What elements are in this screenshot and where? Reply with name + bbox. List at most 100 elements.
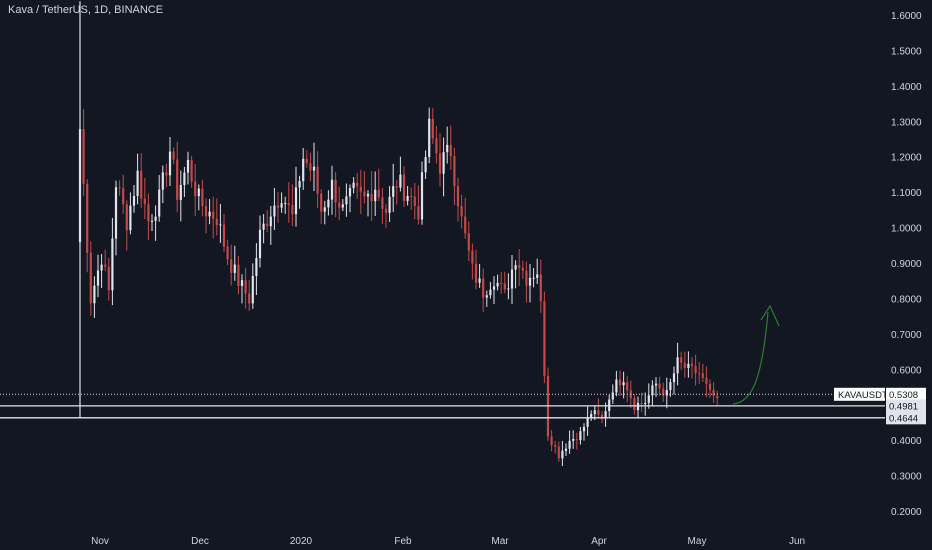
chart-title: Kava / TetherUS, 1D, BINANCE [8, 4, 164, 16]
candle-body [428, 118, 431, 157]
candle-body [219, 224, 222, 226]
candle-body [410, 195, 413, 197]
candle-body [564, 448, 568, 451]
candle-body [168, 151, 172, 176]
candle-body [406, 195, 409, 201]
last-price-tag-bg [886, 387, 926, 401]
candle-body [708, 383, 712, 390]
candle-body [370, 193, 373, 202]
candle-body [111, 238, 114, 291]
candle-body [478, 278, 481, 283]
candle-body [352, 182, 355, 189]
y-tick-label: 1.1000 [891, 188, 922, 199]
candle-body [521, 267, 524, 271]
candle-body [518, 265, 521, 268]
candle-body [626, 382, 629, 391]
candle-body [114, 187, 118, 239]
candle-body [334, 179, 337, 203]
candle-body [248, 293, 251, 304]
y-tick-label: 1.2000 [891, 153, 922, 164]
candle-body [186, 159, 190, 173]
candle-body [338, 202, 341, 208]
candle-body [665, 390, 668, 396]
candle-body [705, 377, 708, 384]
y-tick-label: 1.5000 [891, 46, 922, 57]
candle-body [345, 196, 348, 205]
candle-body [208, 211, 211, 217]
candle-body [399, 174, 402, 188]
candle-body [165, 172, 168, 176]
candle-body [460, 206, 463, 217]
candle-body [536, 274, 539, 278]
candle-body [150, 220, 154, 222]
candle-body [539, 274, 542, 302]
candle-body [298, 181, 301, 188]
candle-body [140, 170, 143, 199]
candle-body [366, 193, 370, 197]
symbol-tag-bg [834, 387, 885, 401]
candle-body [449, 144, 452, 157]
candle-body [132, 196, 136, 206]
candle-body [226, 246, 229, 260]
candle-body [640, 402, 643, 404]
candle-body [230, 259, 233, 273]
candle-body [647, 395, 650, 403]
candle-body [424, 156, 427, 173]
level-tag-bg [886, 411, 926, 425]
candle-body [550, 436, 553, 446]
candle-body [543, 301, 546, 376]
candle-body [255, 258, 258, 276]
candle-body [464, 216, 467, 234]
candle-body [395, 186, 398, 188]
candle-body [273, 205, 276, 217]
x-tick-label: Feb [394, 536, 412, 547]
y-tick-label: 0.6000 [891, 365, 922, 376]
candle-body [532, 277, 535, 279]
candle-body [320, 193, 323, 212]
candle-body [291, 204, 294, 215]
candle-body [525, 270, 528, 286]
candle-body [348, 188, 352, 197]
candle-body [510, 269, 514, 289]
candle-body [456, 186, 460, 207]
candle-body [701, 373, 704, 378]
candle-body [586, 417, 589, 427]
candle-body [359, 186, 362, 192]
y-tick-label: 1.3000 [891, 117, 922, 128]
candle-body [194, 181, 197, 197]
candle-body [197, 188, 200, 197]
candle-body [172, 151, 175, 160]
candle-body [158, 189, 161, 217]
x-axis: Nov Dec 2020 Feb Mar Apr May Jun [91, 536, 805, 547]
candle-body [312, 166, 316, 171]
candle-body [489, 289, 492, 296]
candle-body [438, 153, 442, 174]
candle-body [280, 203, 283, 208]
candle-body [190, 159, 193, 182]
y-tick-label: 1.4000 [891, 82, 922, 93]
candle-body [341, 204, 344, 208]
candle-body [233, 264, 236, 273]
candle-body [582, 426, 586, 432]
candle-body [496, 282, 499, 287]
candle-body [323, 207, 326, 212]
candle-body [251, 275, 254, 304]
x-tick-label: Jun [789, 536, 805, 547]
x-tick-label: Nov [91, 536, 109, 547]
candle-body [482, 278, 485, 298]
candle-body [240, 280, 244, 286]
candle-body [413, 196, 416, 206]
y-tick-label: 1.6000 [891, 11, 922, 22]
candle-body [687, 363, 690, 368]
candle-body [294, 187, 298, 215]
candle-body [237, 264, 240, 286]
candle-body [561, 450, 564, 459]
candle-body [262, 223, 265, 230]
candle-body [672, 373, 676, 383]
candle-body [276, 205, 280, 208]
candle-body [222, 224, 226, 247]
candle-body [269, 216, 272, 227]
candle-body [618, 379, 622, 386]
